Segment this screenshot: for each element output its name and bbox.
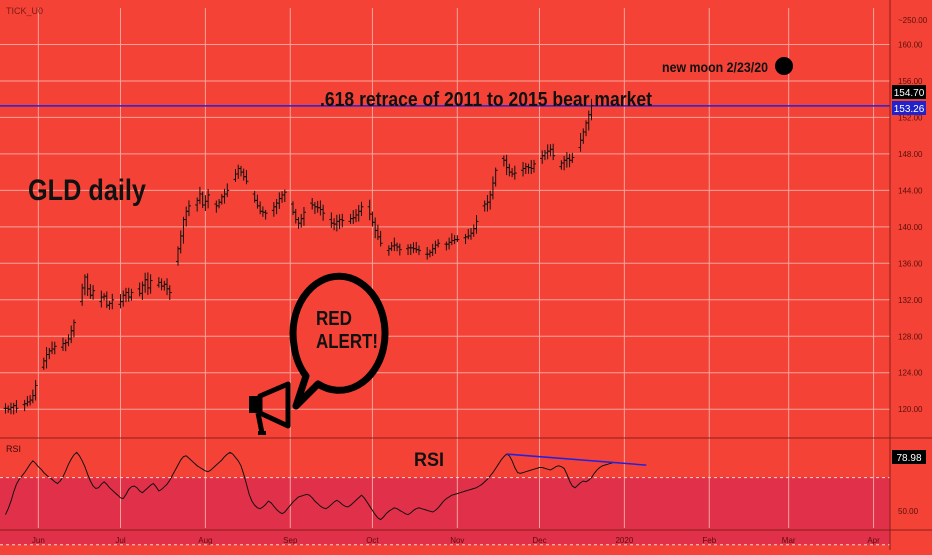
rsi-corner-label: RSI (6, 444, 21, 454)
y-tick-label: 124.00 (898, 369, 923, 378)
rsi-line (5, 451, 614, 521)
y-tick-label: 132.00 (898, 296, 923, 305)
retrace-value: 153.26 (894, 104, 925, 115)
y-tick-label: 156.00 (898, 77, 923, 86)
x-tick-label: Mar (782, 536, 796, 545)
y-tick-label: 136.00 (898, 259, 923, 268)
symbol-label: TICK_U0 (6, 6, 43, 16)
rsi-value-badge: 78.98 (892, 450, 926, 464)
alert-line-2: ALERT! (316, 331, 378, 353)
x-tick-label: Apr (867, 536, 880, 545)
y-tick-label: 160.00 (898, 40, 923, 49)
rsi-pane (0, 451, 890, 546)
last-price-badge: 154.70 (892, 85, 926, 99)
x-tick-label: Aug (198, 536, 212, 545)
y-tick-label: ~250.00 (898, 16, 928, 25)
x-tick-label: Jul (115, 536, 125, 545)
x-tick-label: Oct (366, 536, 379, 545)
y-tick-label: 152.00 (898, 113, 923, 122)
x-tick-label: Sep (283, 536, 298, 545)
y-tick-label: 148.00 (898, 150, 923, 159)
moon-label: new moon 2/23/20 (662, 59, 768, 75)
y-tick-label: 128.00 (898, 332, 923, 341)
retrace-label: .618 retrace of 2011 to 2015 bear market (320, 89, 652, 111)
speech-bubble (289, 272, 389, 410)
x-tick-label: Feb (702, 536, 716, 545)
price-bars (3, 98, 594, 415)
grid (0, 8, 890, 528)
x-tick-label: 2020 (615, 536, 633, 545)
y-tick-label: 140.00 (898, 223, 923, 232)
rsi-pane-label: RSI (414, 450, 444, 471)
x-tick-label: Dec (532, 536, 546, 545)
chart-title: GLD daily (28, 174, 146, 207)
rsi-divergence-line (506, 453, 647, 466)
rsi-band (0, 477, 890, 545)
x-tick-label: Nov (450, 536, 464, 545)
x-tick-label: Jun (32, 536, 45, 545)
new-moon-icon (775, 57, 793, 75)
y-tick-label: 144.00 (898, 186, 923, 195)
rsi-value: 78.98 (896, 453, 921, 464)
alert-line-1: RED (316, 308, 352, 330)
rsi-tick-label: 50.00 (898, 507, 919, 516)
megaphone-icon (249, 381, 291, 435)
retrace-badge: 153.26 (892, 101, 926, 115)
last-price-value: 154.70 (894, 88, 925, 99)
y-tick-label: 120.00 (898, 405, 923, 414)
